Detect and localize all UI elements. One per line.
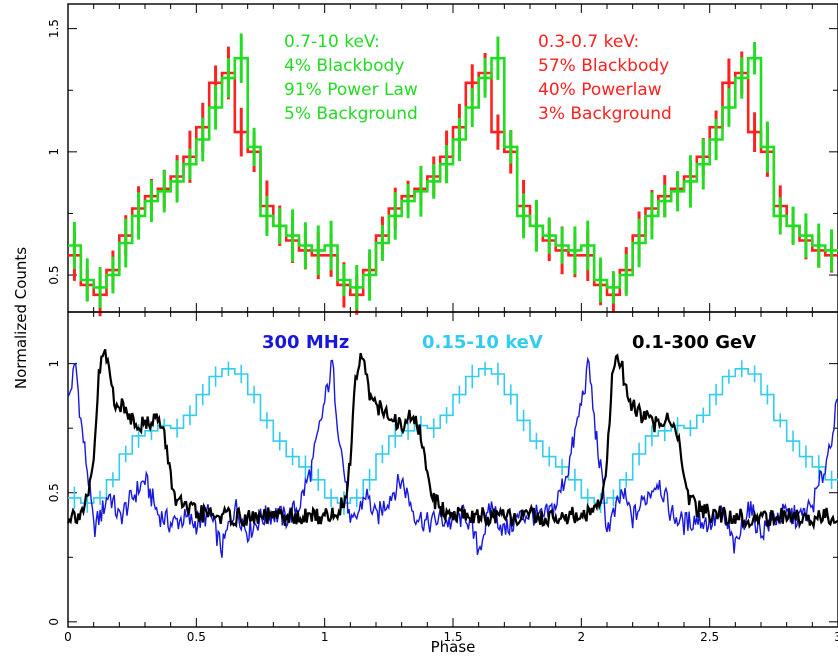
y-tick-label: 1 — [47, 148, 61, 156]
x-tick-label: 0 — [64, 630, 72, 644]
legend-300mhz: 300 MHz — [262, 332, 349, 353]
top-annotation-red: 0.3-0.7 keV: 57% Blackbody 40% Powerlaw … — [538, 32, 672, 124]
annotation-line: 5% Background — [284, 104, 418, 124]
series-0-1-300-gev — [66, 349, 838, 531]
top-panel: 0.5 1 1.5 0.7-10 keV: 4% Blackbody 91% Pow… — [47, 3, 838, 317]
series-line — [68, 56, 838, 289]
x-tick-label: 2 — [578, 630, 586, 644]
y-tick-label: 0.5 — [47, 265, 61, 284]
x-tick-label: 3 — [834, 630, 838, 644]
x-tick-label: 0.5 — [187, 630, 206, 644]
annotation-line: 0.7-10 keV: — [284, 32, 380, 52]
y-tick-label: 1.5 — [47, 19, 61, 38]
x-tick-label: 1 — [321, 630, 329, 644]
annotation-line: 91% Power Law — [284, 80, 418, 100]
legend-gamma: 0.1-300 GeV — [632, 332, 756, 353]
annotation-line: 3% Background — [538, 104, 672, 124]
legend-xray: 0.15-10 keV — [422, 332, 543, 353]
top-panel-ticks: 0.5 1 1.5 — [47, 4, 838, 312]
bottom-panel-series — [66, 349, 838, 558]
y-tick-label: 1 — [47, 360, 61, 368]
x-tick-label: 1.5 — [443, 630, 462, 644]
y-tick-label: 0 — [47, 618, 61, 626]
bottom-panel: 0 0.5 1 0 0.5 1 1.5 2 2.5 3 300 MHz 0.15-10 keV 0… — [47, 311, 838, 644]
bottom-panel-ticks: 0 0.5 1 0 0.5 1 1.5 2 2.5 3 — [47, 312, 838, 644]
series-0-7-10-kev — [68, 33, 838, 310]
x-tick-label: 2.5 — [700, 630, 719, 644]
annotation-line: 57% Blackbody — [538, 56, 669, 76]
top-panel-series — [68, 33, 838, 317]
series-line — [66, 349, 838, 531]
series-line — [68, 368, 838, 504]
x-axis-label: Phase — [431, 638, 476, 656]
annotation-line: 4% Blackbody — [284, 56, 404, 76]
y-axis-label: Normalized Counts — [12, 247, 30, 389]
top-annotation-green: 0.7-10 keV: 4% Blackbody 91% Power Law 5… — [284, 32, 418, 124]
annotation-line: 0.3-0.7 keV: — [538, 32, 639, 52]
annotation-line: 40% Powerlaw — [538, 80, 662, 100]
y-tick-label: 0.5 — [47, 483, 61, 502]
